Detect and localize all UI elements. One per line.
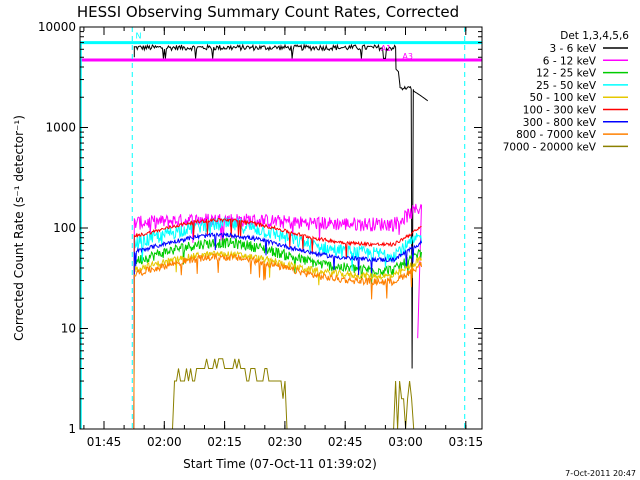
legend-title: Det 1,3,4,5,6 <box>560 30 629 42</box>
marker-label-1: A1 <box>381 44 392 53</box>
y-tick-label-3: 1000 <box>45 121 76 135</box>
marker-label-0: N <box>135 31 141 40</box>
legend-label-3: 25 - 50 keV <box>536 80 597 92</box>
series-line-2 <box>133 237 422 430</box>
y-tick-label-2: 100 <box>53 221 76 235</box>
x-tick-label-1: 02:00 <box>147 435 182 449</box>
series-line-1 <box>133 203 423 430</box>
x-tick-label-6: 03:15 <box>449 435 484 449</box>
legend-label-5: 100 - 300 keV <box>523 105 597 117</box>
footer-timestamp: 7-Oct-2011 20:47 <box>565 469 636 478</box>
chart-title: HESSI Observing Summary Count Rates, Cor… <box>77 3 459 21</box>
series-line-7 <box>133 252 422 430</box>
series-line-4 <box>133 250 422 430</box>
x-axis-title: Start Time (07-Oct-11 01:39:02) <box>183 457 377 471</box>
legend-label-4: 50 - 100 keV <box>529 92 596 104</box>
legend-label-1: 6 - 12 keV <box>543 55 597 67</box>
legend-label-0: 3 - 6 keV <box>549 43 596 55</box>
marker-label-2: A3 <box>402 52 413 61</box>
y-tick-label-4: 10000 <box>38 20 76 34</box>
legend-label-2: 12 - 25 keV <box>536 68 597 80</box>
x-axis: 01:45 02:00 02:15 02:30 02:45 03:00 03:15 <box>83 27 484 449</box>
series-line-6 <box>133 231 422 430</box>
legend-label-6: 300 - 800 keV <box>523 117 597 129</box>
plot-series-area: N A1 A3 <box>80 27 482 430</box>
x-tick-label-0: 01:45 <box>87 435 122 449</box>
series-line-5 <box>133 217 422 430</box>
y-tick-label-1: 10 <box>61 322 76 336</box>
x-tick-label-3: 02:30 <box>268 435 303 449</box>
legend-label-7: 800 - 7000 keV <box>516 129 597 141</box>
y-tick-label-0: 1 <box>68 422 76 436</box>
x-tick-label-4: 02:45 <box>328 435 363 449</box>
x-tick-label-2: 02:15 <box>207 435 242 449</box>
x-tick-label-5: 03:00 <box>388 435 423 449</box>
series-line-0 <box>133 43 429 369</box>
series-line-3 <box>133 216 422 430</box>
y-axis-title: Corrected Count Rate (s⁻¹ detector⁻¹) <box>12 115 26 341</box>
series-line-8 <box>134 358 418 430</box>
y-axis: 1 10 100 1000 10000 <box>38 20 482 436</box>
legend-label-8: 7000 - 20000 keV <box>503 141 597 153</box>
